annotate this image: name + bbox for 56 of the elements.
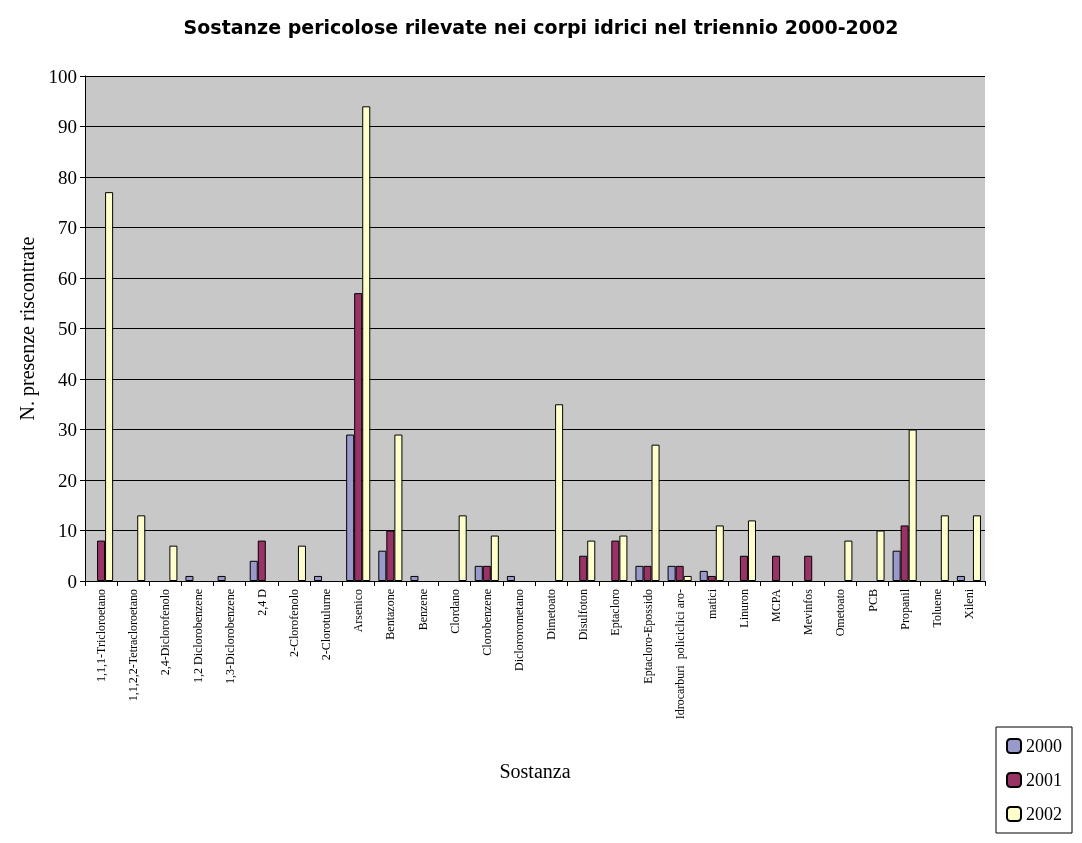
y-tick-label: 80	[58, 166, 77, 188]
x-tick-label: Clorobenzene	[479, 589, 494, 656]
bar	[506, 575, 515, 581]
x-tick-label: Diclororometano	[511, 589, 526, 671]
x-tick-label: Propanil	[897, 588, 912, 630]
x-tick-label: Clordano	[447, 589, 462, 634]
bar	[185, 575, 194, 581]
y-tick-label: 20	[58, 469, 77, 491]
x-tick-label: matici	[704, 588, 719, 619]
bar	[772, 555, 781, 581]
bar	[804, 555, 813, 581]
y-tick-label: 70	[58, 217, 77, 238]
y-axis-title: N. presenze riscontrate	[16, 236, 39, 421]
x-tick-label: Bentazone	[383, 589, 398, 640]
x-tick-label: Disulfoton	[576, 589, 591, 641]
legend-label: 2000	[1026, 736, 1062, 756]
y-tick-label: 0	[67, 570, 77, 592]
x-tick-label: Benzene	[415, 589, 430, 631]
y-tick-label: 100	[48, 65, 77, 87]
x-tick-label: Ometoato	[833, 589, 848, 637]
x-tick-label: Eptacloro-Epossido	[640, 589, 655, 684]
bar	[169, 545, 178, 581]
legend-label: 2002	[1026, 804, 1062, 824]
bar	[956, 575, 965, 581]
chart-title: Sostanze pericolose rilevate nei corpi idrici nel triennio 2000-2002	[183, 15, 899, 38]
x-tick-label: Eptacloro	[608, 589, 623, 636]
x-tick-label: 1,3-Diclorobenzene	[222, 589, 237, 684]
bar	[410, 575, 419, 581]
x-tick-label: Idrocarburi policiclici aro-	[672, 589, 687, 720]
bar	[297, 545, 306, 581]
x-tick-label: Toluene	[929, 589, 944, 628]
x-tick-label: Xileni	[961, 588, 976, 619]
x-tick-label: 1,2 Diclorobenzene	[190, 589, 205, 683]
bar	[844, 540, 853, 581]
x-tick-label: Dimetoato	[544, 589, 559, 640]
x-tick-label: MCPA	[769, 588, 784, 622]
x-tick-label: 2,4-Diclorofenolo	[158, 589, 173, 676]
x-tick-label: 1,1,2,2-Tetracloroetano	[126, 589, 141, 702]
x-axis-title: Sostanza	[499, 760, 571, 782]
x-tick-label: Linuron	[736, 589, 751, 628]
y-tick-label: 60	[58, 267, 77, 289]
y-tick-label: 10	[58, 520, 77, 541]
y-tick-label: 40	[58, 368, 77, 390]
y-tick-label: 50	[58, 318, 77, 339]
x-tick-label: 2-Clorofenolo	[286, 589, 301, 657]
bar	[217, 575, 226, 581]
legend-label: 2001	[1026, 770, 1062, 790]
x-tick-label: 2-Clorotulurne	[319, 589, 334, 661]
bar	[314, 575, 323, 581]
y-tick-label: 90	[58, 116, 77, 137]
x-tick-label: 2,4 D	[254, 588, 269, 616]
y-tick-label: 30	[58, 419, 77, 440]
x-tick-label: 1,1,1-Tricloroetano	[94, 589, 109, 682]
x-tick-label: Mevinfos	[801, 588, 816, 635]
x-tick-label: Arsenico	[351, 589, 366, 633]
x-tick-label: PCB	[865, 589, 880, 612]
